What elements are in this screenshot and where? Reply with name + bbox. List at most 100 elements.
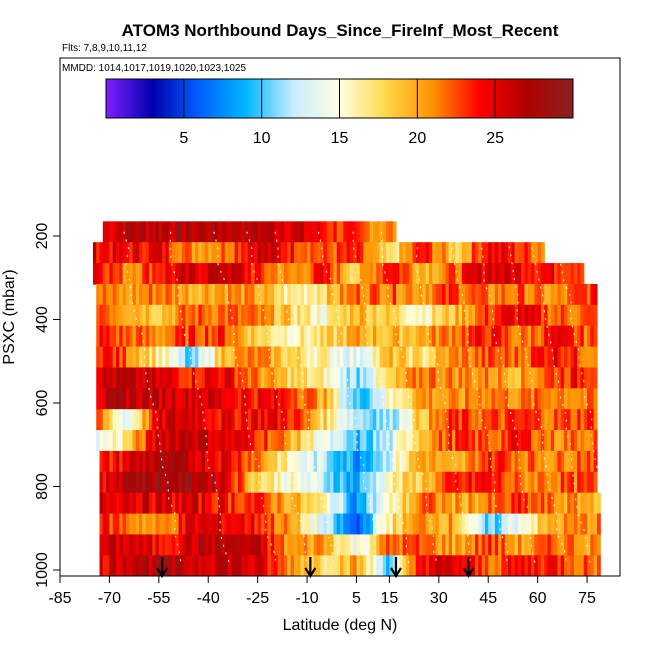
heatmap-cell: [517, 430, 522, 452]
heatmap-cell: [448, 263, 453, 285]
heatmap-cell: [326, 492, 331, 515]
heatmap-cell: [399, 450, 404, 473]
heatmap-cell: [596, 555, 601, 576]
heatmap-cell: [135, 534, 140, 557]
heatmap-cell: [155, 304, 160, 327]
heatmap-cell: [214, 304, 219, 327]
heatmap-cell: [323, 304, 328, 327]
heatmap-cell: [148, 430, 153, 452]
heatmap-cell: [481, 263, 486, 285]
heatmap-cell: [260, 513, 265, 536]
heatmap-cell: [425, 534, 430, 557]
heatmap-cell: [125, 450, 130, 473]
heatmap-cell: [168, 450, 173, 473]
heatmap-cell: [112, 325, 117, 348]
heatmap-cell: [323, 367, 328, 390]
heatmap-cell: [465, 534, 470, 557]
heatmap-cell: [228, 283, 232, 306]
heatmap-cell: [218, 325, 223, 348]
heatmap-cell: [448, 513, 453, 536]
heatmap-cell: [396, 492, 400, 515]
heatmap-cell: [455, 471, 460, 494]
heatmap-cell: [524, 367, 529, 390]
heatmap-cell: [409, 242, 414, 264]
heatmap-cell: [557, 471, 562, 494]
heatmap-cell: [376, 430, 381, 452]
heatmap-cell: [188, 513, 193, 536]
heatmap-cell: [336, 221, 341, 243]
heatmap-cell: [508, 242, 512, 264]
heatmap-cell: [484, 513, 489, 536]
heatmap-cell: [316, 367, 321, 390]
heatmap-cell: [560, 263, 565, 285]
heatmap-cell: [316, 283, 321, 306]
heatmap-cell: [297, 304, 302, 327]
heatmap-cell: [514, 430, 519, 452]
heatmap-cell: [379, 471, 384, 494]
heatmap-cell: [422, 450, 427, 473]
heatmap-cell: [504, 513, 509, 536]
heatmap-cell: [129, 388, 134, 410]
heatmap-cell: [442, 346, 447, 369]
heatmap-cell: [501, 513, 506, 536]
heatmap-cell: [435, 534, 440, 557]
heatmap-cell: [307, 555, 311, 576]
heatmap-cell: [254, 430, 259, 452]
heatmap-cell: [185, 471, 190, 494]
heatmap-cell: [376, 263, 381, 285]
heatmap-cell: [168, 471, 173, 494]
heatmap-cell: [326, 430, 331, 452]
heatmap-cell: [419, 450, 423, 473]
heatmap-cell: [379, 430, 384, 452]
heatmap-cell: [284, 242, 288, 264]
heatmap-cell: [172, 388, 176, 410]
heatmap-cell: [102, 430, 107, 452]
heatmap-cell: [191, 534, 196, 557]
heatmap-cell: [155, 492, 160, 515]
heatmap-cell: [241, 346, 246, 369]
heatmap-cell: [452, 513, 456, 536]
heatmap-cell: [109, 555, 114, 576]
heatmap-cell: [379, 388, 384, 410]
heatmap-cell: [537, 304, 542, 327]
heatmap-cell: [349, 409, 354, 431]
heatmap-cell: [389, 263, 394, 285]
heatmap-cell: [333, 471, 338, 494]
heatmap-cell: [389, 450, 394, 473]
heatmap-cell: [237, 263, 242, 285]
heatmap-cell: [99, 367, 104, 390]
heatmap-cell: [405, 450, 410, 473]
heatmap-cell: [290, 263, 295, 285]
heatmap-cell: [241, 242, 246, 264]
heatmap-cell: [524, 325, 529, 348]
heatmap-cell: [102, 534, 107, 557]
heatmap-cell: [537, 242, 542, 264]
heatmap-cell: [468, 409, 473, 431]
flight-track-streak: [213, 231, 278, 566]
heatmap-cell: [135, 263, 140, 285]
heatmap-cell: [372, 304, 377, 327]
heatmap-cell: [593, 555, 598, 576]
heatmap-cell: [155, 325, 160, 348]
heatmap-cell: [392, 534, 397, 557]
heatmap-cell: [277, 471, 282, 494]
heatmap-cell: [494, 304, 499, 327]
heatmap-cell: [300, 221, 305, 243]
heatmap-cell: [99, 325, 104, 348]
heatmap-cell: [109, 263, 114, 285]
heatmap-cell: [142, 513, 147, 536]
heatmap-cell: [116, 263, 120, 285]
heatmap-cell: [264, 450, 269, 473]
heatmap-cell: [234, 388, 239, 410]
heatmap-cell: [583, 325, 588, 348]
heatmap-cell: [330, 304, 335, 327]
heatmap-cell: [540, 263, 545, 285]
heatmap-cell: [554, 492, 559, 515]
colorbar-tick-label: 25: [486, 130, 504, 147]
heatmap-cell: [396, 534, 400, 557]
heatmap-cell: [270, 367, 275, 390]
heatmap-cell: [399, 263, 404, 285]
heatmap-cell: [237, 450, 242, 473]
heatmap-cell: [544, 283, 549, 306]
heatmap-cell: [554, 555, 559, 576]
